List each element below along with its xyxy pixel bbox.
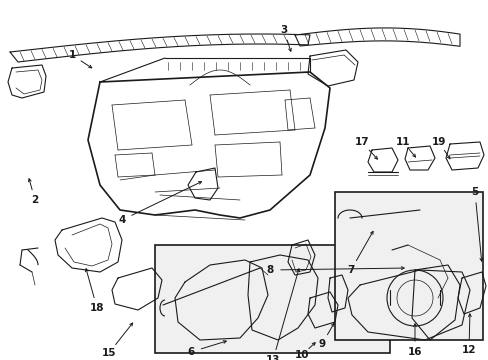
Text: 16: 16 (407, 347, 421, 357)
FancyBboxPatch shape (155, 245, 389, 353)
Text: 14: 14 (0, 359, 1, 360)
Text: 15: 15 (102, 348, 116, 358)
Text: 5: 5 (470, 187, 478, 197)
Text: 7: 7 (346, 265, 354, 275)
Text: 3: 3 (280, 25, 287, 35)
Text: 2: 2 (31, 195, 39, 205)
FancyBboxPatch shape (334, 192, 482, 340)
Text: 17: 17 (354, 137, 368, 147)
Text: 8: 8 (266, 265, 273, 275)
Text: 10: 10 (294, 350, 308, 360)
Text: 6: 6 (187, 347, 194, 357)
Text: 9: 9 (318, 339, 325, 349)
Text: 1: 1 (68, 50, 76, 60)
Text: 19: 19 (431, 137, 445, 147)
Text: 12: 12 (461, 345, 475, 355)
Text: 4: 4 (118, 215, 125, 225)
Text: 18: 18 (90, 303, 104, 313)
Text: 13: 13 (265, 355, 280, 360)
Text: 11: 11 (395, 137, 409, 147)
